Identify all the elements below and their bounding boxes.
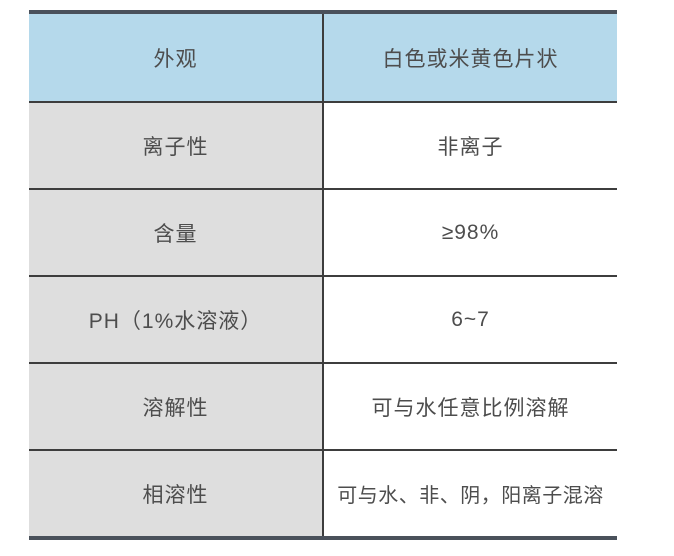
table-row-appearance: 外观 白色或米黄色片状 <box>29 14 617 101</box>
content-value: ≥98% <box>324 190 617 275</box>
appearance-value: 白色或米黄色片状 <box>324 14 617 101</box>
ph-value: 6~7 <box>324 277 617 362</box>
miscibility-value: 可与水、非、阴，阳离子混溶 <box>324 451 617 536</box>
content-label: 含量 <box>29 190 324 275</box>
ph-label: PH（1%水溶液） <box>29 277 324 362</box>
ionicity-label: 离子性 <box>29 103 324 188</box>
ionicity-value: 非离子 <box>324 103 617 188</box>
solubility-label: 溶解性 <box>29 364 324 449</box>
table-row-miscibility: 相溶性 可与水、非、阴，阳离子混溶 <box>29 449 617 536</box>
solubility-value: 可与水任意比例溶解 <box>324 364 617 449</box>
miscibility-label: 相溶性 <box>29 451 324 536</box>
table-row-content: 含量 ≥98% <box>29 188 617 275</box>
appearance-label: 外观 <box>29 14 324 101</box>
table-row-ionicity: 离子性 非离子 <box>29 101 617 188</box>
table-row-solubility: 溶解性 可与水任意比例溶解 <box>29 362 617 449</box>
table-row-ph: PH（1%水溶液） 6~7 <box>29 275 617 362</box>
product-spec-table: 外观 白色或米黄色片状 离子性 非离子 含量 ≥98% PH（1%水溶液） 6~… <box>29 10 617 540</box>
